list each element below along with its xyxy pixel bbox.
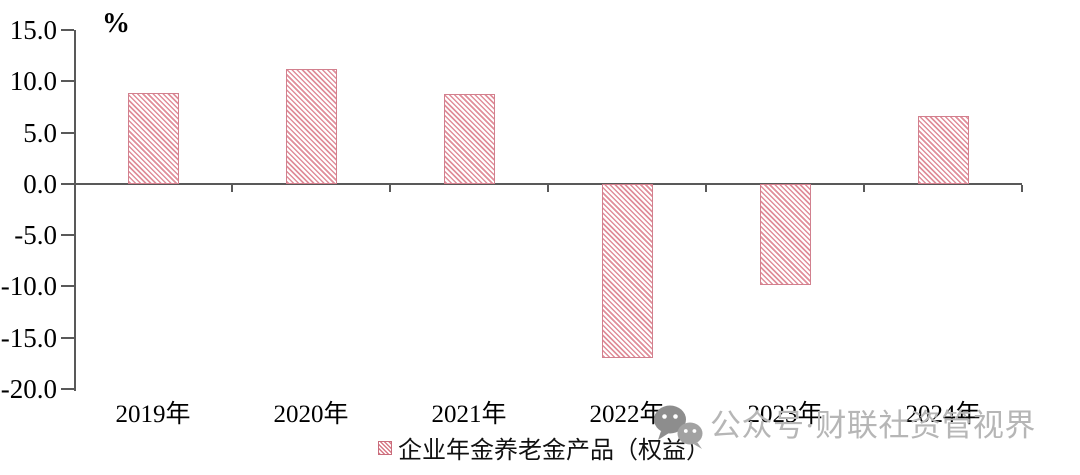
y-axis-tick: [61, 29, 74, 31]
bar-2022年: [601, 183, 653, 359]
y-axis-line: [74, 30, 76, 391]
y-axis-tick: [61, 131, 74, 134]
x-axis-tick: [1021, 184, 1023, 192]
x-axis-tick: [705, 184, 707, 192]
y-tick-label: 0.0: [23, 168, 57, 199]
y-axis-tick: [61, 80, 74, 83]
y-axis-tick: [61, 336, 74, 339]
y-tick-label: -15.0: [0, 322, 57, 353]
x-tick-label-2019年: 2019年: [115, 401, 191, 428]
x-tick-label-2023年: 2023年: [747, 401, 823, 428]
y-tick-label: 10.0: [9, 66, 57, 97]
x-tick-label-2024年: 2024年: [905, 401, 981, 428]
y-axis-tick: [61, 285, 74, 288]
y-axis-tick: [61, 182, 74, 185]
y-axis-tick: [61, 234, 74, 237]
bar-2021年: [443, 93, 495, 184]
x-tick-label-2021年: 2021年: [431, 401, 507, 428]
y-tick-label: -20.0: [0, 374, 57, 404]
x-axis-tick: [389, 184, 391, 192]
y-axis-unit-label: %: [102, 8, 130, 39]
x-axis-line: [74, 182, 1022, 185]
y-tick-label: 15.0: [9, 15, 57, 45]
x-tick-label-2022年: 2022年: [589, 401, 665, 428]
y-axis-tick: [61, 388, 74, 390]
x-axis-tick: [863, 184, 865, 192]
bar-2019年: [127, 92, 179, 184]
legend-hatched-square-marker: [378, 441, 392, 455]
y-tick-label: -5.0: [14, 220, 57, 251]
bar-2023年: [759, 183, 811, 286]
x-axis-tick: [547, 184, 549, 192]
bar-2024年: [917, 116, 969, 184]
legend-label: 企业年金养老金产品（权益）: [398, 438, 710, 464]
y-tick-label: 5.0: [23, 117, 57, 148]
bar-2020年: [285, 68, 337, 184]
legend: 企业年金养老金产品（权益）: [0, 436, 1080, 468]
x-tick-label-2020年: 2020年: [273, 401, 349, 428]
x-axis-tick: [231, 184, 233, 192]
y-tick-label: -10.0: [0, 271, 57, 302]
